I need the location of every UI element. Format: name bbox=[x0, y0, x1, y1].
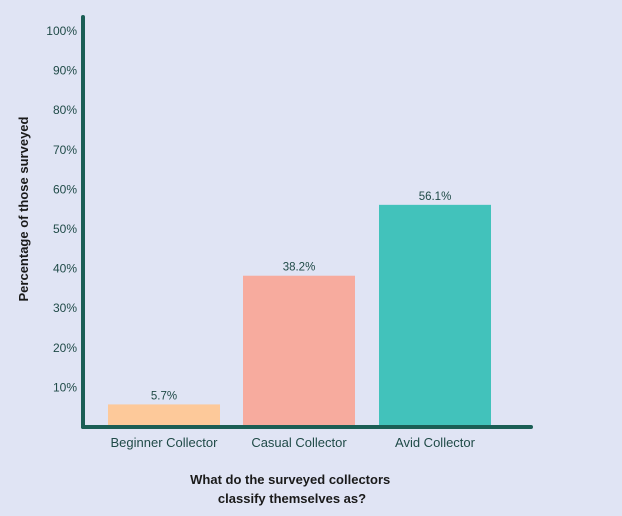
bars bbox=[108, 204, 491, 427]
x-axis-title-line-1: What do the surveyed collectors bbox=[190, 472, 390, 487]
bar bbox=[108, 404, 220, 427]
y-tick-label: 30% bbox=[53, 301, 77, 315]
x-category-label: Avid Collector bbox=[395, 435, 476, 450]
y-tick-label: 90% bbox=[53, 64, 77, 78]
x-axis-category-labels: Beginner Collector Casual Collector Avid C… bbox=[111, 435, 476, 450]
x-axis-title: What do the surveyed collectors classify… bbox=[190, 472, 394, 506]
bar-value-label: 56.1% bbox=[419, 191, 452, 203]
y-axis-tick-labels: 10% 20% 30% 40% 50% 60% 70% 80% 90% 100% bbox=[46, 24, 77, 394]
y-tick-label: 50% bbox=[53, 222, 77, 236]
y-tick-label: 10% bbox=[53, 380, 77, 394]
bar bbox=[379, 204, 491, 427]
x-category-label: Casual Collector bbox=[251, 435, 347, 450]
y-tick-label: 20% bbox=[53, 341, 77, 355]
y-axis-title: Percentage of those surveyed bbox=[16, 116, 31, 301]
x-axis-title-line-2: classify themselves as? bbox=[218, 491, 366, 506]
bar bbox=[243, 275, 355, 427]
y-tick-label: 100% bbox=[46, 24, 77, 38]
y-tick-label: 70% bbox=[53, 143, 77, 157]
y-tick-label: 80% bbox=[53, 103, 77, 117]
bar-value-label: 5.7% bbox=[151, 390, 177, 402]
bar-value-label: 38.2% bbox=[283, 262, 316, 274]
data-labels: 5.7% 38.2% 56.1% bbox=[151, 191, 451, 403]
x-category-label: Beginner Collector bbox=[111, 435, 219, 450]
y-tick-label: 60% bbox=[53, 182, 77, 196]
y-tick-label: 40% bbox=[53, 262, 77, 276]
